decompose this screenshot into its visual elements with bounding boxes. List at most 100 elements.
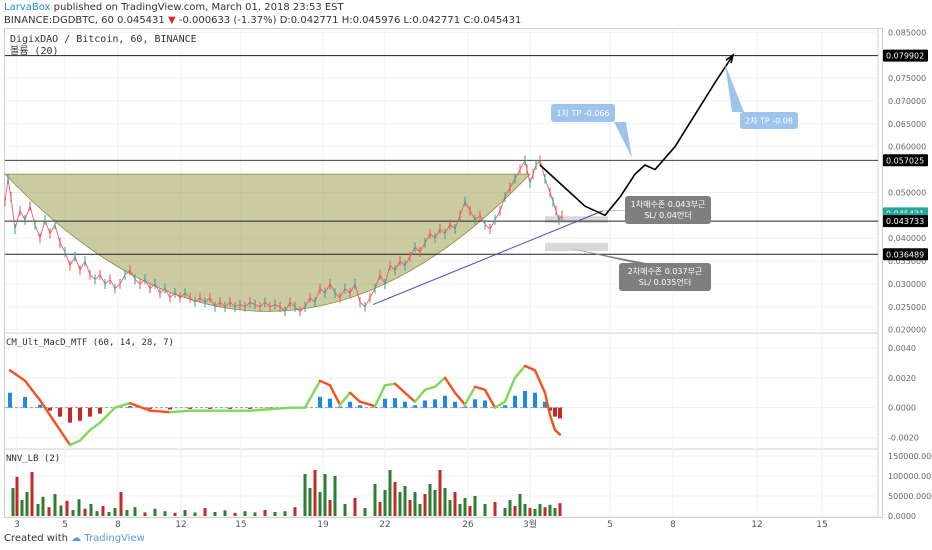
- publish-info: published on TradingView.com, March 01, …: [53, 2, 344, 13]
- macd-histogram-bar: [168, 407, 172, 410]
- macd-line-segment: [168, 409, 192, 414]
- macd-histogram-bar: [443, 395, 447, 408]
- volume-bar: [163, 511, 167, 516]
- volume-bar: [53, 494, 57, 516]
- volume-bar: [83, 508, 87, 516]
- macd-line-segment: [268, 406, 292, 411]
- macd-histogram-bar: [358, 405, 362, 408]
- volume-bar: [313, 470, 317, 516]
- volume-bar: [101, 506, 105, 516]
- volume-bar: [353, 498, 357, 516]
- macd-line-segment: [88, 421, 102, 432]
- volume-bar: [47, 507, 51, 516]
- price-label: 0.036489: [886, 250, 924, 259]
- volume-bar: [333, 476, 337, 516]
- volume-bar: [508, 500, 512, 516]
- macd-line-segment: [68, 439, 82, 447]
- projection-path: [539, 53, 735, 217]
- callout-box: [551, 104, 615, 122]
- trendline: [372, 210, 604, 306]
- macd-line-segment: [38, 399, 52, 417]
- volume-bar: [36, 504, 40, 516]
- volume-bar: [193, 512, 197, 516]
- volume-bar: [458, 504, 462, 516]
- macd-line-segment: [23, 379, 42, 402]
- macd-histogram-bar: [228, 407, 232, 409]
- macd-line-segment: [413, 388, 427, 403]
- tradingview-logo-icon[interactable]: ☁: [71, 533, 82, 544]
- volume-bar: [71, 510, 75, 516]
- macd-histogram-bar: [423, 400, 427, 408]
- volume-bar: [11, 488, 15, 516]
- tradingview-brand[interactable]: TradingView: [84, 533, 145, 544]
- macd-tick-label: 0.0020: [888, 374, 916, 383]
- volume-bar: [318, 492, 322, 516]
- price-tick-label: 0.070000: [888, 97, 926, 106]
- projection-line: [539, 54, 734, 217]
- volume-bar: [203, 508, 207, 516]
- macd-line-segment: [443, 376, 457, 394]
- volume-bar: [293, 507, 297, 516]
- macd-histogram-bar: [188, 407, 192, 409]
- volume-bar: [233, 512, 237, 516]
- volume-tick-label: 50000.0000: [888, 492, 932, 501]
- volume-bar: [423, 494, 427, 516]
- macd-tick-label: 0.0000: [888, 404, 916, 413]
- symbol-price: BINANCE:DGDBTC, 60 0.045431: [4, 15, 165, 26]
- macd-line-segment: [513, 364, 527, 380]
- macd-line-segment: [78, 428, 92, 442]
- volume-bar: [173, 512, 177, 516]
- macd-line-segment: [493, 400, 507, 409]
- arrow-head-icon: [725, 53, 735, 64]
- price-tick-label: 0.060000: [888, 143, 926, 152]
- price-label-box: [883, 49, 928, 62]
- volume-bar: [428, 484, 432, 516]
- x-tick-label: 3월: [523, 518, 537, 530]
- callout-pointer: [725, 64, 744, 112]
- volume-bar: [538, 504, 542, 516]
- volume-bar: [243, 511, 247, 516]
- macd-line-segment: [423, 385, 437, 391]
- volume-bar: [403, 486, 407, 516]
- macd-line-segment: [503, 376, 517, 403]
- volume-bar: [438, 470, 442, 516]
- change-down-icon: ▼: [167, 15, 176, 26]
- volume-bar: [183, 510, 187, 516]
- macd-histogram-bar: [513, 395, 517, 408]
- buy-zone-2: [545, 242, 608, 252]
- volume-bar: [398, 492, 402, 516]
- footer: Created with ☁ TradingView: [4, 533, 145, 544]
- author-name[interactable]: LarvaBox: [4, 2, 51, 13]
- volume-bar: [59, 505, 63, 516]
- price-tick-label: 0.030000: [888, 280, 926, 289]
- macd-tick-label: 0.0040: [888, 344, 916, 353]
- macd-line-segment: [553, 428, 562, 436]
- macd-histogram-bar: [318, 396, 322, 408]
- volume-tick-label: 150000.0000: [888, 452, 932, 461]
- volume-bar: [528, 508, 532, 516]
- macd-line-segment: [248, 407, 272, 412]
- price-tick-label: 0.025000: [888, 303, 926, 312]
- volume-bar: [303, 474, 307, 516]
- x-tick-label: 22: [379, 520, 390, 530]
- macd-histogram-bar: [523, 390, 527, 408]
- macd-histogram-bar: [8, 392, 12, 408]
- volume-bar: [418, 504, 422, 516]
- macd-histogram-bar: [543, 401, 547, 408]
- x-tick-label: 8: [670, 520, 676, 530]
- macd-line-segment: [483, 388, 497, 409]
- volume-bar: [308, 488, 312, 516]
- volume-bar: [30, 472, 34, 516]
- volume-bar: [153, 508, 157, 516]
- macd-histogram-bar: [413, 405, 417, 408]
- cup-arc: [4, 173, 531, 312]
- volume-bar: [143, 512, 147, 516]
- volume-bar: [363, 508, 367, 516]
- macd-histogram-bar: [553, 407, 557, 417]
- x-tick-label: 5: [607, 520, 613, 530]
- price-tick-label: 0.075000: [888, 74, 926, 83]
- volume-bar: [383, 490, 387, 516]
- price-label: 0.057025: [886, 156, 924, 165]
